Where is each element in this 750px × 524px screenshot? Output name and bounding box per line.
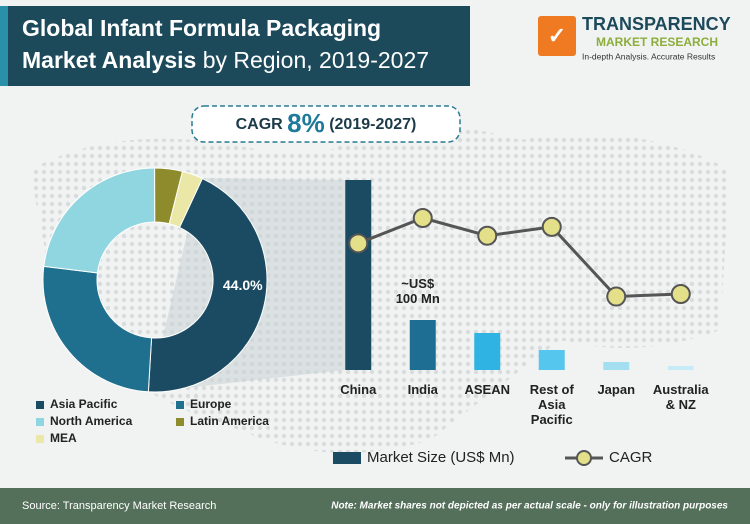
donut-slice	[147, 177, 268, 393]
legend-swatch	[176, 401, 184, 409]
line-marker	[348, 233, 369, 254]
legend-label: CAGR	[609, 449, 653, 466]
logo-tagline: In-depth Analysis. Accurate Results	[582, 51, 715, 61]
title-line1: Global Infant Formula Packaging	[22, 15, 381, 41]
bar	[667, 366, 694, 370]
header-accent	[0, 6, 8, 86]
bar	[409, 320, 436, 370]
title-rest: by Region, 2019-2027	[203, 47, 429, 73]
donut-label: 44.0%	[223, 277, 263, 293]
bar	[538, 350, 565, 370]
legend-swatch	[36, 418, 44, 426]
legend-label: MEA	[50, 431, 77, 445]
header-box	[0, 6, 470, 86]
cagr-label: CAGR	[236, 116, 284, 133]
x-tick-label: Japan	[597, 382, 636, 397]
bar	[474, 333, 501, 370]
donut-slice	[42, 265, 153, 393]
cagr-text: CAGR 8% (2019-2027)	[236, 108, 417, 138]
x-tick-label: ASEAN	[464, 382, 510, 397]
x-tick-label: China	[340, 382, 377, 397]
title-bold: Market Analysis	[22, 47, 196, 73]
bar-value-label: ~US$ 100 Mn	[395, 276, 440, 306]
footer-bar	[0, 488, 750, 524]
footer-source: Source: Transparency Market Research	[22, 500, 216, 512]
donut-slice	[43, 167, 156, 274]
donut-slice	[168, 170, 203, 229]
legend-label: Latin America	[190, 414, 269, 428]
cagr-badge	[191, 105, 461, 143]
logo-subname: MARKET RESEARCH	[596, 35, 718, 49]
bar	[603, 362, 630, 370]
legend-swatch	[333, 452, 361, 464]
legend-swatch	[176, 418, 184, 426]
legend-label: North America	[50, 414, 133, 428]
x-tick-label: Rest of Asia Pacific	[529, 382, 574, 427]
line-marker	[541, 216, 562, 237]
line	[357, 216, 681, 299]
line-marker	[670, 284, 691, 304]
line-marker	[606, 286, 627, 307]
legend-label: Market Size (US$ Mn)	[367, 449, 515, 466]
logo-name: TRANSPARENCY	[582, 14, 731, 34]
footer-note: Note: Market shares not depicted as per …	[331, 501, 728, 512]
bar	[345, 180, 372, 370]
x-tick-label: India	[407, 382, 438, 397]
legend-swatch	[36, 435, 44, 443]
legend-marker	[576, 450, 592, 466]
x-tick-label: Australia & NZ	[652, 382, 709, 412]
cagr-period: (2019-2027)	[329, 116, 416, 133]
legend-swatch	[36, 401, 44, 409]
title-line2: Market Analysis by Region, 2019-2027	[22, 47, 429, 73]
line-marker	[477, 225, 498, 246]
legend-label: Asia Pacific	[50, 397, 118, 411]
line-marker	[412, 208, 433, 228]
logo-glyph: ✓	[548, 23, 566, 48]
legend-label: Europe	[190, 397, 232, 411]
cagr-value: 8%	[287, 108, 325, 138]
logo-icon	[538, 16, 576, 56]
